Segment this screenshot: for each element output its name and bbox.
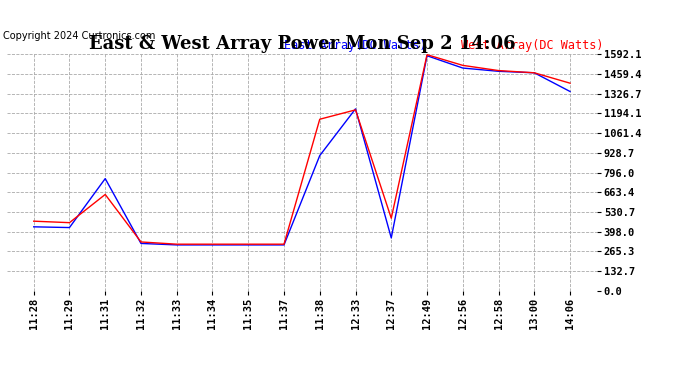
Title: East & West Array Power Mon Sep 2 14:06: East & West Array Power Mon Sep 2 14:06 [88, 35, 515, 53]
Text: West Array(DC Watts): West Array(DC Watts) [461, 39, 604, 52]
Text: East Array(DC Watts): East Array(DC Watts) [284, 39, 426, 52]
Text: Copyright 2024 Curtronics.com: Copyright 2024 Curtronics.com [3, 32, 156, 41]
